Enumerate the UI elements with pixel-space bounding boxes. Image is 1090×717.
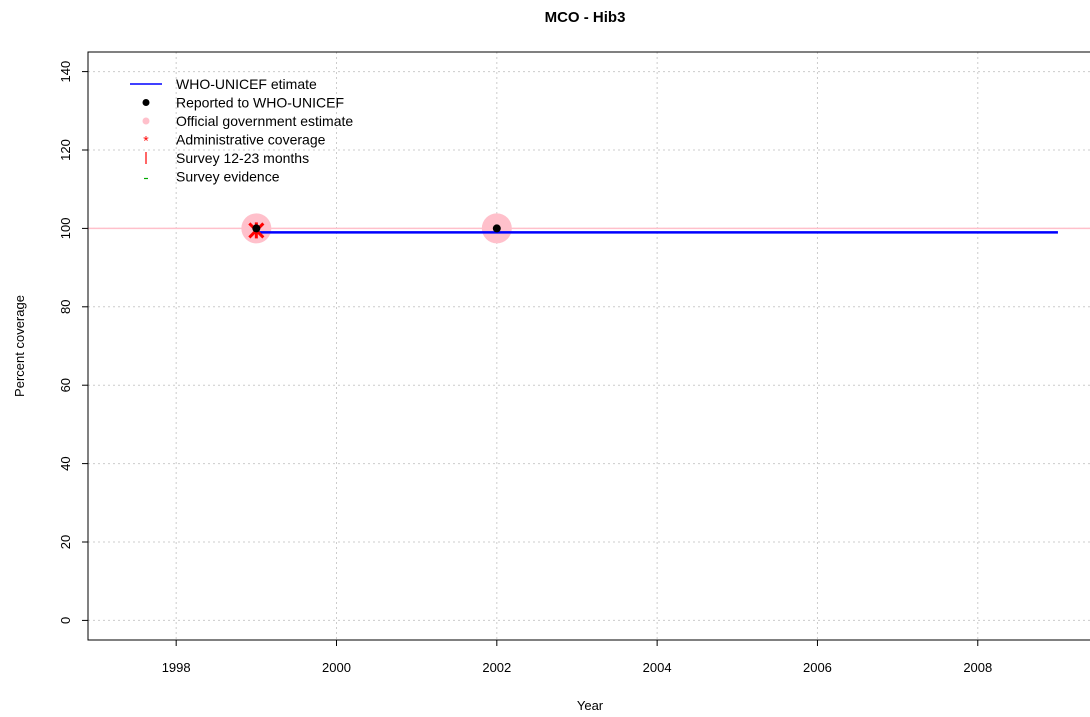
- legend-item: Survey 12-23 months: [145, 150, 309, 166]
- x-axis: 1998 2000 2002 2004 2006 2008: [162, 640, 992, 675]
- plot-frame: [87, 51, 1090, 641]
- legend-item: * Administrative coverage: [143, 132, 325, 149]
- legend-label: Administrative coverage: [176, 132, 326, 148]
- y-tick-label: 60: [58, 378, 73, 392]
- x-tick-label: 2004: [643, 660, 672, 675]
- x-tick-label: 2000: [322, 660, 351, 675]
- grid-lines: [88, 52, 1090, 640]
- reported-point: [492, 224, 501, 233]
- y-axis: 0 20 40 60 80 100 120 140: [58, 61, 88, 624]
- legend-item: Reported to WHO-UNICEF: [142, 95, 344, 111]
- legend-circle-key: [142, 117, 150, 125]
- x-tick-label: 2008: [963, 660, 992, 675]
- y-tick-label: 0: [58, 617, 73, 624]
- legend-label: Reported to WHO-UNICEF: [176, 95, 344, 111]
- legend-label: Survey 12-23 months: [176, 150, 309, 166]
- y-tick-label: 40: [58, 456, 73, 470]
- legend: WHO-UNICEF etimate Reported to WHO-UNICEF…: [130, 76, 353, 185]
- x-axis-label: Year: [577, 698, 604, 713]
- legend-item: Official government estimate: [142, 113, 353, 129]
- x-tick-label: 1998: [162, 660, 191, 675]
- legend-asterisk-key: *: [143, 133, 149, 149]
- x-tick-label: 2002: [482, 660, 511, 675]
- y-tick-label: 140: [58, 61, 73, 83]
- reported-point: [252, 224, 261, 233]
- y-tick-label: 80: [58, 300, 73, 314]
- legend-point-key: [142, 99, 150, 106]
- y-tick-label: 120: [58, 139, 73, 161]
- legend-item: Survey evidence: [144, 169, 280, 185]
- y-axis-label: Percent coverage: [12, 295, 27, 397]
- legend-label: WHO-UNICEF etimate: [176, 76, 317, 92]
- legend-label: Survey evidence: [176, 169, 280, 185]
- legend-item: WHO-UNICEF etimate: [130, 76, 317, 92]
- chart-title: MCO - Hib3: [545, 9, 626, 26]
- y-tick-label: 20: [58, 535, 73, 549]
- legend-label: Official government estimate: [176, 113, 353, 129]
- data-marks: [241, 213, 1058, 244]
- y-tick-label: 100: [58, 218, 73, 240]
- x-tick-label: 2006: [803, 660, 832, 675]
